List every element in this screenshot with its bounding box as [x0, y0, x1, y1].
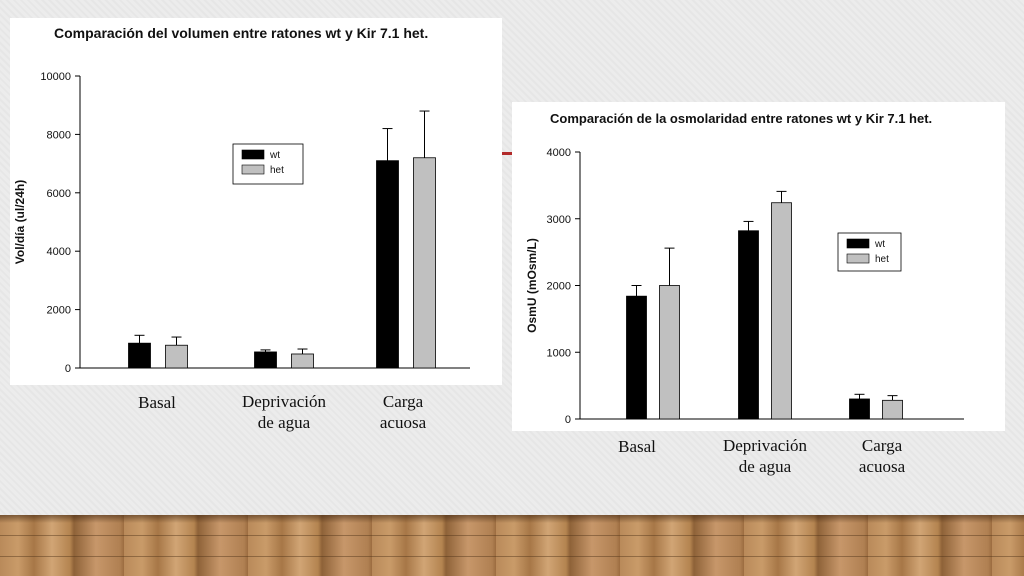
volume-y-tick-label: 2000 — [47, 305, 71, 317]
osmolarity-y-tick-label: 2000 — [547, 281, 571, 293]
volume-legend-label-wt: wt — [269, 150, 280, 161]
volume-title: Comparación del volumen entre ratones wt… — [54, 25, 428, 41]
volume-legend-swatch-wt — [241, 149, 265, 160]
osmolarity-bar-wt-1 — [738, 230, 759, 420]
floor-seam — [0, 535, 1024, 536]
wooden-floor-decoration — [0, 515, 1024, 576]
osmolarity-category-label-deprivacion: Deprivación de agua — [722, 436, 808, 476]
volume-chart: Comparación del volumen entre ratones wt… — [13, 25, 470, 375]
osmolarity-chart-panel: Comparación de la osmolaridad entre rato… — [512, 102, 1005, 431]
volume-category-label-basal: Basal — [138, 393, 176, 412]
volume-category-label-carga: Carga acuosa — [379, 392, 427, 432]
volume-bar-het-0 — [165, 344, 188, 369]
volume-bar-wt-2 — [376, 160, 399, 369]
volume-chart-panel: Comparación del volumen entre ratones wt… — [10, 18, 502, 385]
osmolarity-y-tick-label: 0 — [565, 414, 571, 426]
osmolarity-bar-het-1 — [771, 202, 792, 420]
volume-y-tick-label: 0 — [65, 363, 71, 375]
osmolarity-legend-box — [837, 232, 902, 272]
osmolarity-category-label-basal: Basal — [618, 437, 656, 456]
floor-seam — [0, 556, 1024, 557]
osmolarity-bar-wt-2 — [849, 398, 870, 420]
osmolarity-chart: Comparación de la osmolaridad entre rato… — [525, 111, 964, 426]
osmolarity-bar-wt-0 — [626, 295, 647, 420]
volume-legend-label-het: het — [270, 165, 284, 176]
osmolarity-y-axis-label: OsmU (mOsm/L) — [525, 238, 539, 333]
osmolarity-y-tick-label: 3000 — [547, 214, 571, 226]
osmolarity-bar-het-2 — [882, 399, 903, 420]
volume-bar-het-2 — [413, 157, 436, 369]
osmolarity-bar-het-0 — [659, 285, 680, 420]
volume-y-axis-label: Vol/día (ul/24h) — [13, 180, 27, 264]
volume-y-tick-label: 6000 — [47, 188, 71, 200]
volume-bar-wt-1 — [254, 351, 277, 369]
osmolarity-legend-swatch-wt — [846, 238, 870, 249]
volume-y-tick-label: 10000 — [40, 71, 71, 83]
volume-category-label-deprivacion: Deprivación de agua — [241, 392, 327, 432]
osmolarity-category-label-carga: Carga acuosa — [858, 436, 906, 476]
volume-bar-het-1 — [291, 353, 314, 369]
osmolarity-legend-label-het: het — [875, 254, 889, 265]
osmolarity-title: Comparación de la osmolaridad entre rato… — [550, 111, 932, 126]
volume-legend-swatch-het — [241, 164, 265, 175]
volume-bar-wt-0 — [128, 342, 151, 369]
osmolarity-legend-label-wt: wt — [874, 239, 885, 250]
volume-y-tick-label: 4000 — [47, 246, 71, 258]
osmolarity-legend-swatch-het — [846, 253, 870, 264]
osmolarity-y-tick-label: 1000 — [547, 347, 571, 359]
slide-accent-line — [502, 152, 512, 155]
osmolarity-y-tick-label: 4000 — [547, 147, 571, 159]
volume-y-tick-label: 8000 — [47, 129, 71, 141]
